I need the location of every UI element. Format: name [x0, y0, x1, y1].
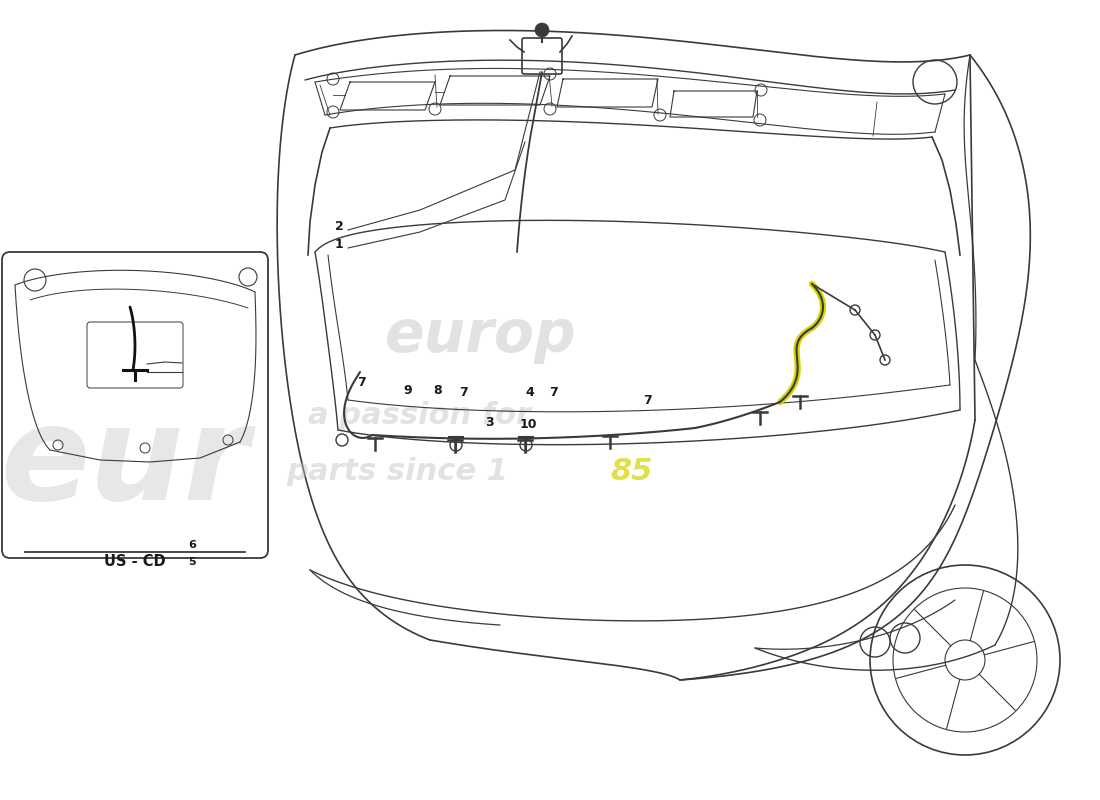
Text: 9: 9 [404, 383, 412, 397]
Text: 6: 6 [188, 540, 196, 550]
Text: parts since 1: parts since 1 [286, 457, 508, 486]
Text: 4: 4 [526, 386, 535, 398]
Text: 7: 7 [459, 386, 468, 398]
Text: a passion for: a passion for [308, 401, 531, 430]
Text: 7: 7 [358, 375, 366, 389]
Text: 1: 1 [336, 238, 343, 251]
Text: 3: 3 [486, 415, 494, 429]
Text: 85: 85 [610, 457, 653, 486]
Text: 7: 7 [644, 394, 652, 406]
Text: US - CD: US - CD [104, 554, 166, 570]
Text: 8: 8 [433, 383, 442, 397]
Text: eur: eur [0, 401, 249, 527]
Text: 2: 2 [336, 220, 343, 233]
Text: 10: 10 [519, 418, 537, 431]
Text: 7: 7 [549, 386, 558, 398]
Text: europ: europ [385, 307, 576, 364]
Text: 5: 5 [188, 557, 196, 567]
Circle shape [535, 23, 549, 37]
